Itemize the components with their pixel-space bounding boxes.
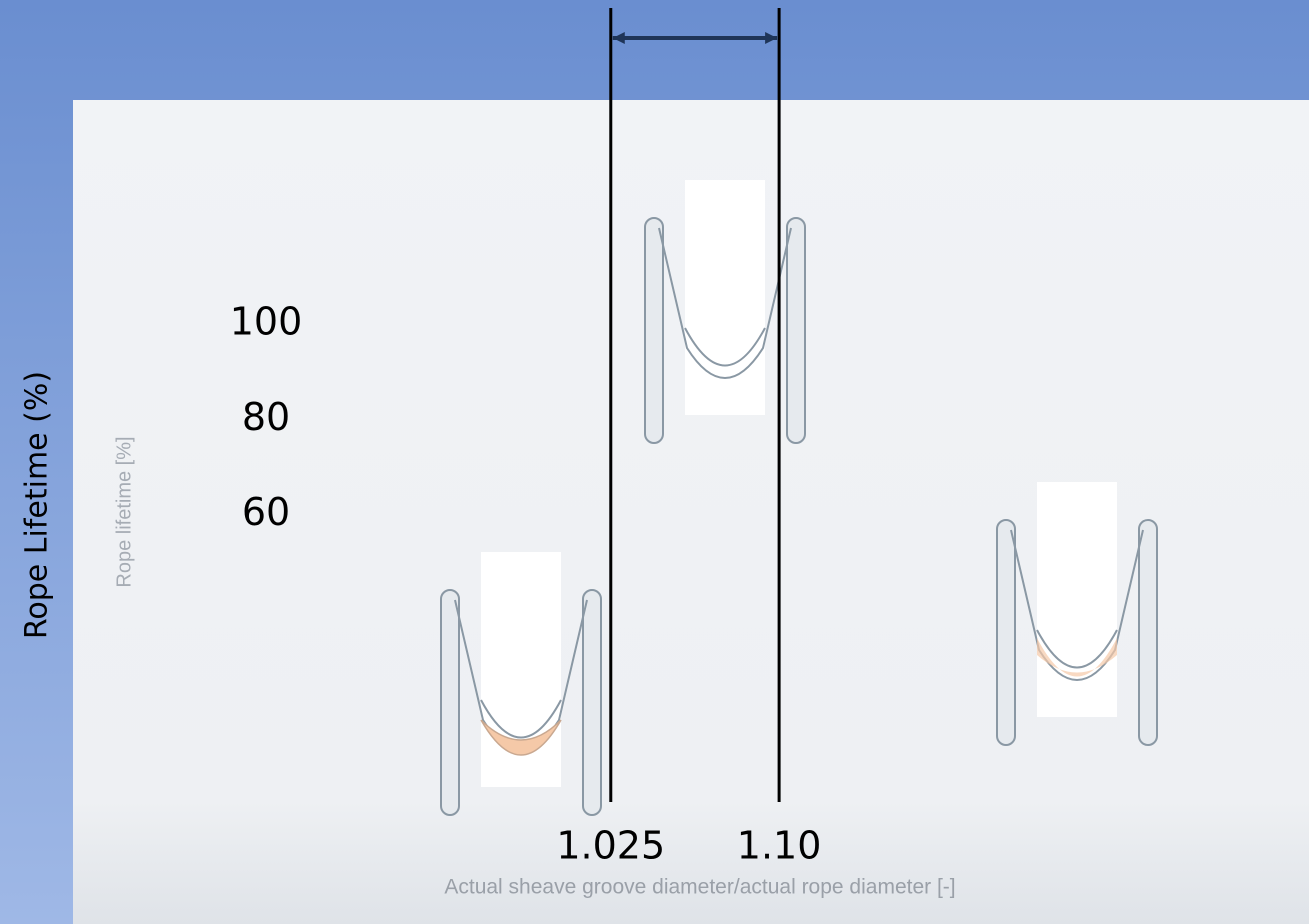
y-axis-title: Rope lifetime [%] bbox=[113, 436, 135, 587]
annotation-y-marker: 60 bbox=[242, 490, 290, 534]
annotation-y-marker: 100 bbox=[230, 300, 303, 344]
annotation-x-marker: 1.025 bbox=[556, 824, 665, 868]
slide: 0204060801001200,8500,9000,9501,0001,050… bbox=[0, 0, 1309, 924]
page: {"chart_data": {"type": "line", "x_label… bbox=[0, 0, 1309, 924]
annotation-y-label: Rope Lifetime (%) bbox=[20, 371, 55, 639]
x-axis-title: Actual sheave groove diameter/actual rop… bbox=[444, 876, 955, 899]
annotation-x-marker: 1.10 bbox=[737, 824, 822, 868]
annotation-y-marker: 80 bbox=[242, 395, 290, 439]
